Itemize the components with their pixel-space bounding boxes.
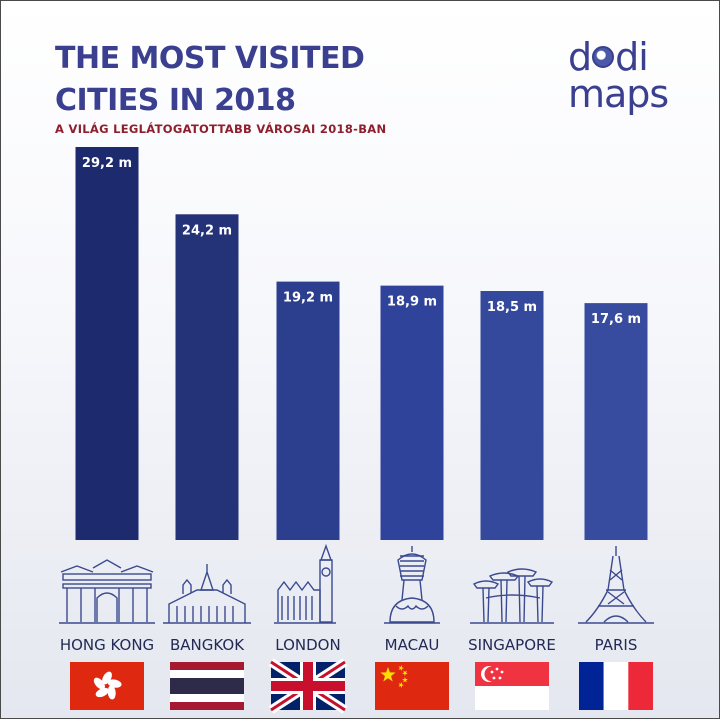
title-line-2: CITIES IN 2018 [55, 83, 296, 118]
category-label: HONG KONG [60, 636, 154, 654]
logo-text-end: di [615, 35, 649, 79]
supertree-icon [470, 568, 554, 624]
uk-flag-icon [268, 658, 348, 714]
page-title: THE MOST VISITED CITIES IN 2018 [55, 38, 415, 122]
china-flag-icon [375, 662, 449, 710]
bar-bangkok [175, 214, 239, 540]
bar-value-label: 24,2 m [182, 223, 232, 238]
lotus-tower-icon [384, 546, 440, 624]
bar-paris [584, 303, 648, 540]
bar-macau [380, 285, 444, 540]
bar-value-label: 17,6 m [591, 312, 641, 327]
bar-singapore [480, 291, 544, 540]
logo-text-start: d [568, 35, 592, 79]
bar-value-label: 18,9 m [387, 295, 437, 310]
category-label: LONDON [275, 636, 340, 654]
logo-text-bottom: maps [568, 72, 669, 116]
bar-london [276, 281, 340, 540]
hong-kong-flag-icon [70, 662, 144, 710]
temple-icon [163, 564, 251, 624]
category-label: MACAU [385, 636, 440, 654]
dodi-maps-logo: d di maps [568, 35, 678, 116]
bar-value-label: 19,2 m [283, 291, 333, 306]
france-flag-icon [579, 662, 653, 710]
thailand-flag-icon [170, 662, 244, 710]
eiffel-tower-icon [578, 546, 654, 624]
bar-value-label: 29,2 m [82, 156, 132, 171]
category-label: BANGKOK [170, 636, 245, 654]
big-ben-icon [274, 543, 336, 624]
bar-hong-kong [75, 147, 139, 540]
logo-globe-icon [592, 46, 615, 68]
bar-value-label: 18,5 m [487, 300, 537, 315]
gate-icon [59, 559, 155, 624]
category-label: SINGAPORE [468, 636, 556, 654]
category-label: PARIS [595, 636, 638, 654]
title-line-1: THE MOST VISITED [55, 41, 365, 76]
singapore-flag-icon [475, 662, 549, 710]
subtitle: A VILÁG LEGLÁTOGATOTTABB VÁROSAI 2018-BA… [55, 122, 387, 136]
